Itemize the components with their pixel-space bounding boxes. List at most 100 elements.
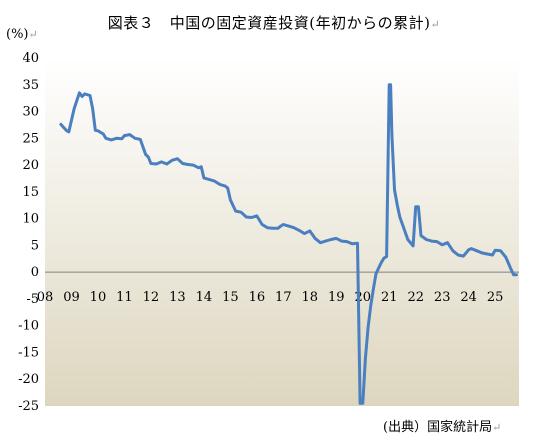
data-point	[226, 186, 229, 190]
data-point	[208, 178, 211, 181]
y-tick: -20	[18, 372, 39, 387]
data-point	[213, 179, 216, 183]
data-point	[340, 239, 343, 243]
data-point	[435, 240, 439, 243]
y-axis: 40 35 30 25 20 15 10 5 0 -5 -10 -15 -20 -25	[18, 51, 39, 414]
data-point	[335, 237, 338, 240]
data-point	[329, 238, 333, 241]
data-point	[480, 251, 484, 255]
data-point	[245, 215, 248, 219]
data-point	[356, 242, 359, 245]
data-point	[59, 123, 63, 126]
data-point	[414, 205, 417, 208]
data-point	[358, 402, 362, 405]
y-tick: 10	[22, 212, 39, 227]
y-tick-label: 0	[31, 265, 39, 280]
y-tick-label: 15	[22, 185, 39, 200]
data-point	[200, 165, 203, 168]
y-tick: -15	[18, 345, 39, 360]
data-point	[266, 226, 269, 229]
data-point	[308, 229, 311, 233]
y-tick: -25	[18, 399, 39, 414]
data-point	[491, 253, 494, 257]
y-tick: -5	[26, 292, 39, 307]
data-point	[229, 198, 232, 202]
x-tick-label: 16	[249, 290, 266, 305]
x-tick-label: 08	[37, 290, 54, 305]
y-tick-label: 25	[22, 131, 39, 146]
data-point	[475, 249, 478, 252]
data-point	[411, 244, 415, 248]
y-tick-label: -20	[18, 372, 39, 387]
data-point	[380, 261, 383, 264]
x-tick-label: 19	[328, 290, 345, 305]
data-point	[67, 130, 71, 134]
source-note-text: (出典）国家統計局	[383, 420, 493, 435]
data-point	[456, 253, 460, 257]
x-axis: 08 09 10 11 12 13 14 15 16 17 18 19 20 21 22 23 24 25	[37, 290, 504, 305]
x-tick-label: 11	[116, 290, 133, 305]
data-point	[102, 132, 105, 136]
y-tick-label: 40	[22, 51, 39, 66]
data-point	[369, 304, 372, 308]
data-point	[80, 95, 84, 98]
x-tick-label: 22	[407, 290, 424, 305]
data-point	[446, 241, 449, 244]
data-point	[374, 272, 378, 275]
data-point	[223, 184, 227, 188]
data-point	[271, 227, 274, 230]
x-tick-label: 17	[275, 290, 292, 305]
data-point	[65, 129, 68, 132]
data-point	[139, 138, 142, 141]
y-tick-label: 20	[22, 158, 39, 173]
y-tick-label: -25	[18, 399, 39, 414]
y-tick: 5	[31, 238, 39, 253]
y-tick: 25	[22, 131, 39, 146]
y-tick-label: 10	[22, 212, 39, 227]
data-point	[372, 287, 375, 290]
data-point	[401, 223, 404, 226]
y-tick-label: -15	[18, 345, 39, 360]
data-point	[279, 224, 282, 228]
data-point	[91, 107, 94, 111]
y-axis-unit-text: (%)	[6, 27, 29, 42]
x-tick-label: 10	[90, 290, 107, 305]
y-tick-label: -10	[18, 319, 39, 334]
x-tick-label: 09	[63, 290, 80, 305]
data-point	[499, 249, 502, 252]
data-point	[509, 268, 513, 271]
data-point	[366, 326, 370, 329]
x-tick-label: 24	[460, 290, 477, 305]
data-point	[110, 138, 113, 142]
data-point	[192, 163, 195, 167]
data-point	[419, 234, 423, 237]
data-point	[255, 214, 258, 218]
y-tick-label: 35	[22, 78, 39, 93]
data-point	[390, 133, 394, 137]
data-point	[176, 157, 179, 160]
data-point	[467, 248, 470, 251]
data-point	[382, 257, 386, 260]
data-point	[515, 273, 518, 276]
data-point	[160, 160, 163, 164]
plot-area	[45, 58, 519, 406]
data-point	[88, 94, 92, 97]
data-point	[462, 254, 465, 258]
data-point	[417, 205, 420, 208]
x-tick-label: 25	[487, 290, 504, 305]
chart-title-text: 図表３ 中国の固定資産投資(年初からの累計)	[107, 14, 431, 32]
data-point	[425, 238, 428, 241]
data-point	[123, 134, 126, 137]
data-point	[361, 402, 364, 405]
data-point	[504, 256, 507, 259]
data-point	[181, 162, 184, 165]
data-point	[133, 137, 137, 140]
y-tick: 35	[22, 78, 39, 93]
x-tick-label: 13	[169, 290, 186, 305]
y-tick: 30	[22, 105, 39, 120]
data-point	[260, 223, 264, 226]
x-tick-label: 12	[143, 290, 160, 305]
data-point	[186, 163, 190, 166]
data-point	[324, 239, 327, 243]
